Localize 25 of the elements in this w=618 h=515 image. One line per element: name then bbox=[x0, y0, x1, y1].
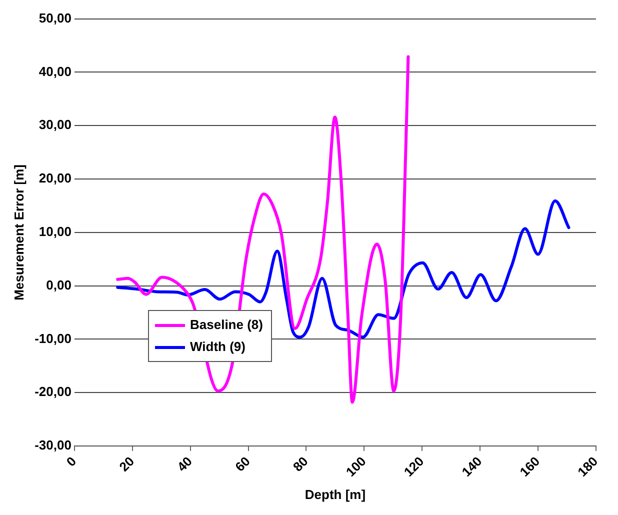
line-series bbox=[116, 199, 570, 339]
x-tick-label: 140 bbox=[458, 454, 485, 480]
x-axis-title: Depth [m] bbox=[304, 486, 366, 502]
y-tick-label: -30,00 bbox=[34, 438, 72, 453]
y-tick-label: -20,00 bbox=[34, 384, 72, 400]
y-tick-label: 40,00 bbox=[38, 64, 72, 79]
legend-label: Width (9) bbox=[190, 338, 246, 356]
x-tick-label: 160 bbox=[516, 454, 543, 480]
x-tick-label: 40 bbox=[174, 454, 196, 474]
legend-label: Baseline (8) bbox=[190, 316, 263, 334]
x-tick-label: 120 bbox=[400, 454, 427, 480]
x-tick-label: 80 bbox=[290, 454, 311, 474]
y-tick-label: 0,00 bbox=[46, 277, 72, 292]
x-tick-label: 60 bbox=[232, 454, 253, 474]
y-tick-label: -10,00 bbox=[34, 330, 72, 346]
y-tick-label: 10,00 bbox=[38, 224, 72, 239]
y-tick-label: 30,00 bbox=[38, 117, 72, 132]
y-axis-title: Mesurement Error [m] bbox=[11, 164, 26, 300]
line-series bbox=[116, 55, 410, 404]
x-tick-label: 100 bbox=[342, 454, 369, 480]
y-tick-label: 50,00 bbox=[38, 10, 72, 26]
x-tick-label: 20 bbox=[116, 454, 138, 474]
x-tick-label: 0 bbox=[63, 454, 80, 470]
x-tick-label: 180 bbox=[574, 454, 601, 480]
y-tick-label: 20,00 bbox=[38, 170, 72, 186]
